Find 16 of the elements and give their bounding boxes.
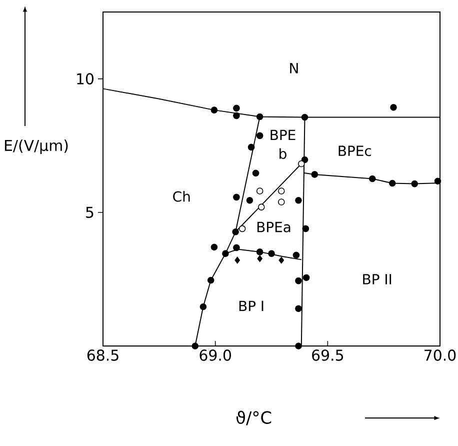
- x-tick-label: 69.0: [200, 350, 231, 361]
- x-tick-label: 70.0: [424, 350, 456, 361]
- annotation: BP II: [363, 274, 392, 284]
- x-tick-label: 69.5: [312, 350, 343, 361]
- annotation: BPEc: [338, 146, 372, 156]
- annotation: BP I: [239, 300, 264, 312]
- annotation: BPEa: [257, 222, 290, 232]
- y-axis-title: E/(V/µm): [4, 140, 68, 154]
- x-tick-label: 68.5: [87, 350, 118, 361]
- annotation: b: [280, 148, 286, 160]
- x-axis-title: ϑ/°C: [236, 410, 272, 426]
- y-tick-label: 5: [86, 206, 94, 218]
- annotation: N: [290, 63, 298, 74]
- y-tick-label: 10: [77, 73, 94, 84]
- annotation: Ch: [173, 190, 190, 202]
- annotation: BPE: [270, 130, 296, 140]
